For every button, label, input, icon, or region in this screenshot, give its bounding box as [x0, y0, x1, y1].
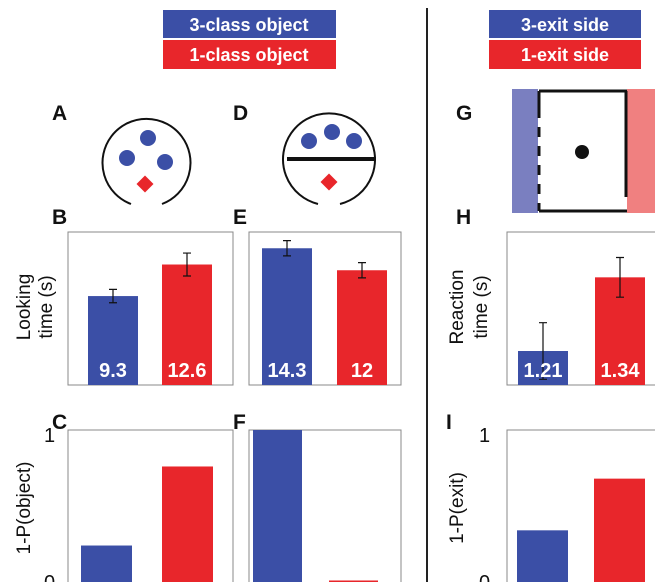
value-label-h-1: 1.34	[601, 360, 641, 382]
axes-frame-e	[248, 231, 402, 386]
diagram-g	[512, 89, 655, 213]
value-label-h-0: 1.21	[524, 360, 563, 382]
y-label-reaction-line2: time (s)	[471, 275, 492, 338]
diagram-a-object	[119, 150, 135, 166]
panel-label-b: B	[52, 206, 67, 229]
diagram-g-ball	[575, 145, 589, 159]
diagram-a-diamond	[136, 175, 154, 193]
legend-right-red-label: 1-exit side	[521, 45, 609, 65]
bar-b-1	[162, 264, 212, 385]
value-label-b-0: 9.3	[99, 360, 127, 382]
panel-label-d: D	[233, 102, 248, 125]
tick-label-c-top: 1	[44, 425, 55, 447]
error-bar-h-1	[616, 256, 624, 298]
legend-left-blue-swatch	[163, 10, 336, 38]
bar-c-0	[81, 545, 132, 582]
legend-right-blue-swatch	[489, 10, 641, 38]
bars-layer: 9.3 12.6 14.3 12 1.21 1.34	[81, 240, 645, 582]
bar-e-0	[262, 248, 312, 385]
y-label-reaction-line1: Reaction	[447, 270, 468, 345]
diagram-a-circle	[101, 117, 192, 205]
value-label-b-1: 12.6	[168, 360, 207, 382]
value-label-e-1: 12	[351, 360, 373, 382]
panel-label-c: C	[52, 411, 67, 434]
axes-frame-h	[506, 231, 655, 386]
error-bar-h-0	[539, 322, 547, 380]
diagram-a-object	[157, 154, 173, 170]
diagram-d-diamond	[320, 173, 338, 191]
diagram-a	[101, 117, 192, 205]
diagram-g-left-side	[512, 89, 538, 213]
diagram-g-right-side	[627, 89, 655, 213]
y-label-p-object: 1-P(object)	[14, 462, 35, 555]
axes-frame-b	[67, 231, 234, 386]
panel-label-g: G	[456, 102, 472, 125]
error-bar-e-1	[358, 262, 366, 279]
bar-f-1	[329, 580, 378, 582]
error-bar-b-1	[183, 252, 191, 277]
diagram-d	[282, 112, 376, 205]
y-label-p-exit: 1-P(exit)	[447, 472, 468, 544]
tick-label-i-top: 1	[479, 425, 490, 447]
y-label-looking-line1: Looking	[14, 274, 35, 341]
panel-label-a: A	[52, 102, 67, 125]
panel-label-h: H	[456, 206, 471, 229]
bar-i-0	[517, 530, 568, 582]
bar-b-0	[88, 296, 138, 385]
legend-right-blue-label: 3-exit side	[521, 15, 609, 35]
diagram-a-object	[140, 130, 156, 146]
legend-left-red-label: 1-class object	[189, 45, 308, 65]
legend-right-red-swatch	[489, 40, 641, 69]
diagram-d-object	[346, 133, 362, 149]
panel-label-e: E	[233, 206, 247, 229]
axes-frame-c	[67, 429, 234, 582]
error-bar-e-0	[283, 240, 291, 257]
legend-left-blue-label: 3-class object	[189, 15, 308, 35]
panel-label-f: F	[233, 411, 246, 434]
legend-left-red-swatch	[163, 40, 336, 69]
diagram-d-object	[301, 133, 317, 149]
tick-label-c-bottom: 0	[44, 572, 55, 582]
panel-label-i: I	[446, 411, 452, 434]
diagram-d-object	[324, 124, 340, 140]
error-bar-b-0	[109, 288, 117, 304]
y-label-looking-line2: time (s)	[36, 275, 57, 338]
tick-label-i-bottom: 0	[479, 572, 490, 582]
axes-frame-i	[506, 429, 655, 582]
bar-i-1	[594, 478, 645, 582]
value-label-e-0: 14.3	[268, 360, 307, 382]
bar-c-1	[162, 466, 213, 582]
axes-frame-f	[248, 429, 402, 582]
bar-e-1	[337, 270, 387, 385]
bar-f-0	[253, 430, 302, 582]
diagram-d-circle	[282, 112, 376, 205]
